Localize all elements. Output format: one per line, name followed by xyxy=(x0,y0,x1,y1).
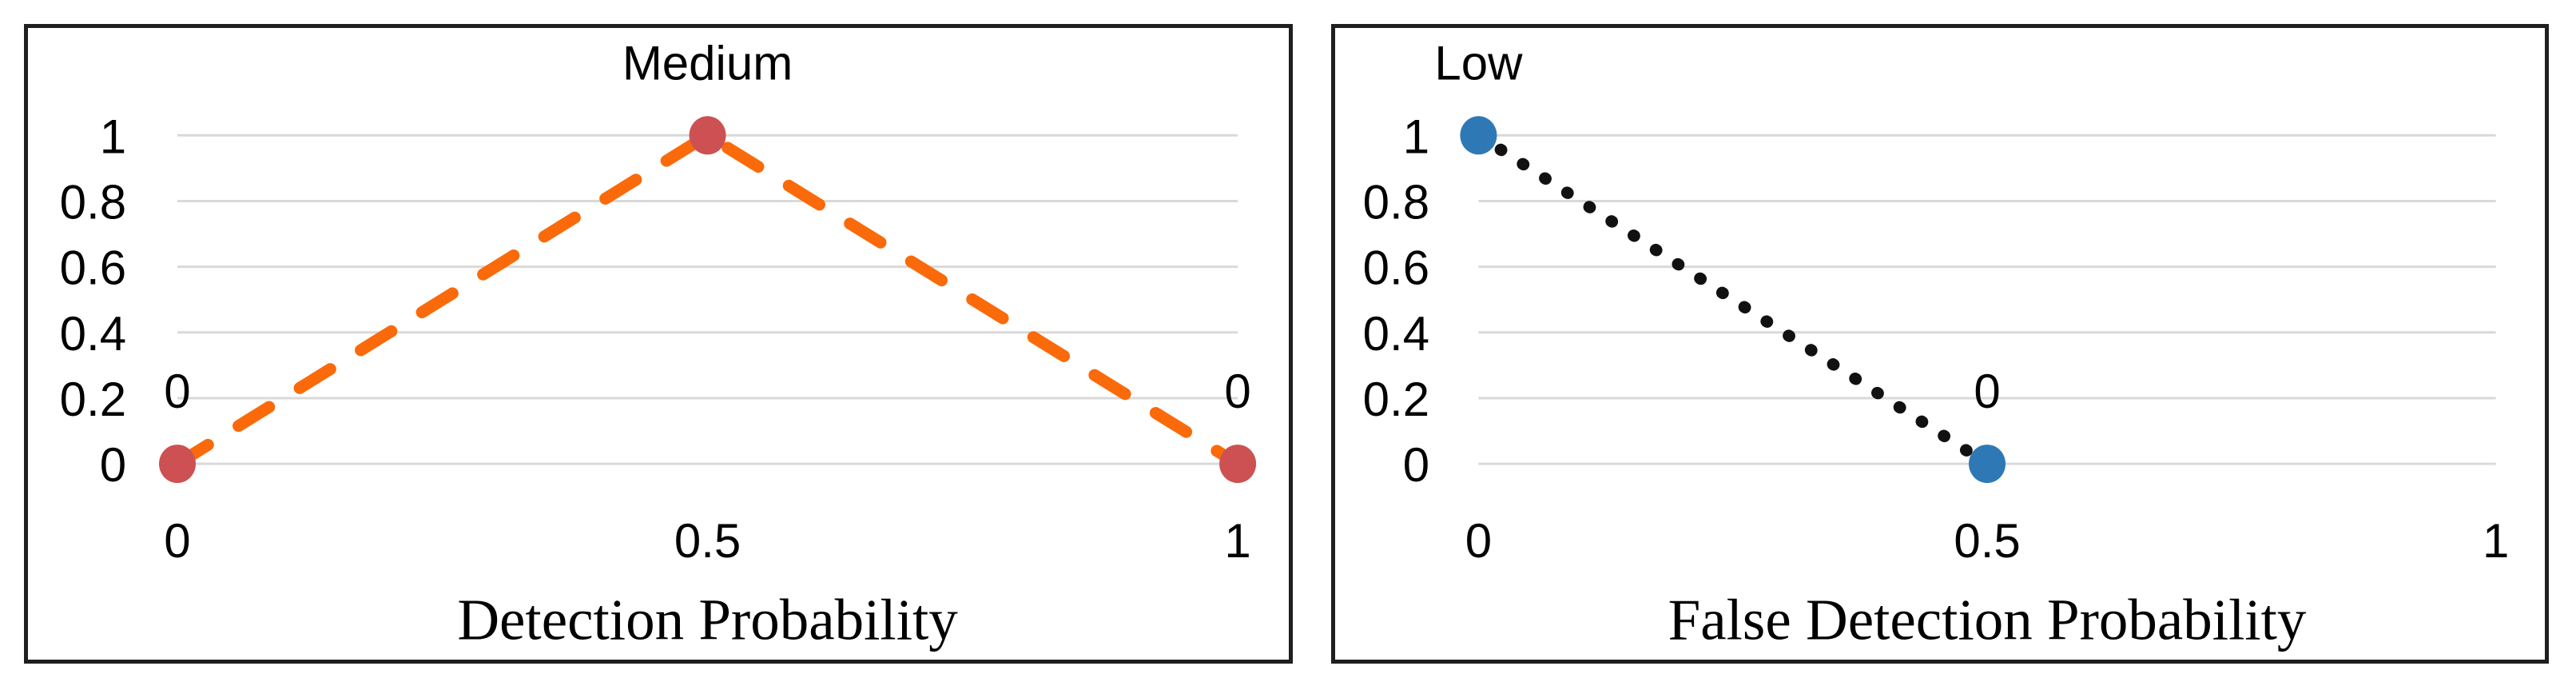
x-tick-label: 1 xyxy=(2483,514,2509,568)
series-line xyxy=(1472,129,1994,470)
y-tick-label: 0.4 xyxy=(1363,307,1429,361)
data-point-marker xyxy=(158,445,196,484)
data-label: 0 xyxy=(1974,365,2000,418)
y-tick-label: 1 xyxy=(100,110,126,163)
y-tick-label: 1 xyxy=(1403,110,1429,163)
x-tick-label: 0 xyxy=(164,514,190,568)
y-tick-label: 0.8 xyxy=(1363,175,1429,229)
y-tick-label: 0.6 xyxy=(60,241,126,295)
x-axis-title: Detection Probability xyxy=(457,588,958,652)
x-tick-label: 0 xyxy=(1465,514,1492,568)
data-label: Low xyxy=(1434,36,1523,90)
x-axis-title: False Detection Probability xyxy=(1668,588,2307,652)
y-tick-label: 0 xyxy=(100,438,126,492)
data-label: 0 xyxy=(164,365,190,418)
false-detection-probability-chart: Low 0 1 0.8 0.6 0.4 0.2 0 0 0.5 1 False Detection P… xyxy=(1331,24,2549,664)
y-tick-label: 0.2 xyxy=(60,373,126,426)
y-tick-label: 0 xyxy=(1403,438,1429,492)
y-tick-label: 0.6 xyxy=(1363,241,1429,295)
y-tick-label: 0.8 xyxy=(60,175,126,229)
data-label: Medium xyxy=(622,36,793,90)
x-tick-label: 0.5 xyxy=(674,514,741,568)
data-label: 0 xyxy=(1224,365,1250,418)
data-point-marker xyxy=(1460,116,1497,155)
x-tick-label: 1 xyxy=(1224,514,1250,568)
data-point-marker xyxy=(689,116,726,155)
x-tick-label: 0.5 xyxy=(1954,514,2020,568)
data-point-marker xyxy=(1219,445,1257,484)
y-tick-label: 0.4 xyxy=(60,307,126,361)
y-tick-label: 0.2 xyxy=(1363,373,1429,426)
series-line xyxy=(171,129,1244,470)
data-point-marker xyxy=(1969,445,2006,484)
detection-probability-chart: 0 Medium 0 1 0.8 0.6 0.4 0.2 0 0 0.5 1 Detection Pro… xyxy=(24,24,1293,664)
